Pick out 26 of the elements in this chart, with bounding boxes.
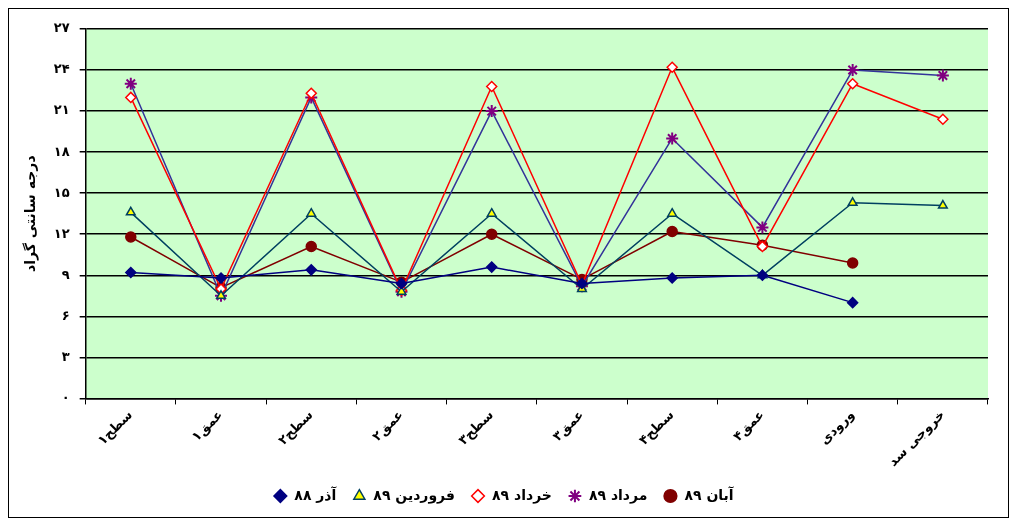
legend-label: خرداد ۸۹: [491, 486, 552, 504]
y-tick-label: ۳: [61, 348, 70, 364]
y-tick-label: ۲۴: [53, 61, 70, 77]
y-tick-label: ۱۲: [53, 225, 70, 241]
x-tick-label: عمق۴: [729, 406, 767, 444]
legend-label: آذر ۸۸: [294, 485, 338, 503]
x-tick-label: سطح۲: [274, 406, 316, 448]
legend-label: آبان ۸۹: [684, 485, 735, 503]
x-tick-label: ورودی: [816, 406, 858, 448]
x-tick-label: سطح۱: [94, 406, 136, 448]
x-tick-label: عمق۳: [549, 406, 587, 444]
y-tick-label: ۹: [61, 266, 70, 282]
y-tick-label: ۰: [61, 389, 70, 405]
y-axis-title: درجه سانتی گراد: [22, 155, 40, 273]
y-tick-label: ۱۵: [53, 184, 70, 200]
legend-label: مرداد ۸۹: [588, 486, 648, 504]
x-tick-label: عمق۱: [188, 406, 226, 444]
x-tick-label: سطح۴: [635, 406, 677, 448]
y-tick-label: ۱۸: [53, 143, 70, 159]
x-tick-label: سطح۳: [455, 406, 497, 448]
legend-label: فروردین ۸۹: [373, 486, 456, 504]
y-tick-label: ۲۱: [53, 102, 70, 118]
x-tick-label: خروجی سد: [885, 406, 948, 469]
x-tick-label: عمق۲: [369, 406, 406, 444]
y-tick-label: ۶: [61, 307, 70, 323]
y-tick-label: ۲۷: [53, 20, 70, 36]
